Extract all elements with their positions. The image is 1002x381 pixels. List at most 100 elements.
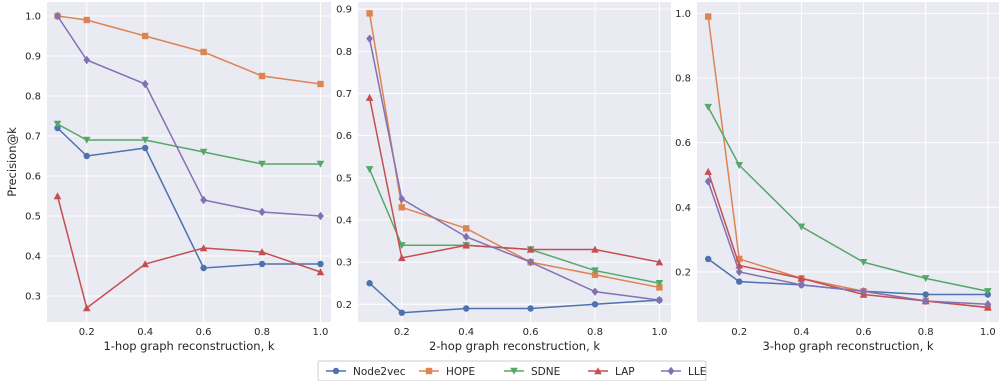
series-line-lap [368, 97, 660, 263]
x-tick-label: 1.0 [313, 327, 329, 338]
data-point-lle [462, 232, 470, 242]
legend-label-node2vec: Node2vec [353, 366, 406, 378]
data-point-lle [54, 11, 61, 21]
data-point-sdne [365, 166, 374, 174]
legend-marker-hope [425, 367, 433, 375]
data-point-hope [656, 284, 663, 291]
plot-area [47, 2, 331, 322]
data-point-sdne [984, 288, 992, 296]
data-point-lap [365, 93, 374, 101]
legend-marker-node2vec [332, 367, 340, 375]
y-tick-label: 0.5 [336, 173, 352, 184]
y-tick-label: 0.4 [25, 252, 41, 263]
y-tick-label: 0.9 [336, 5, 352, 16]
x-tick-label: 0.8 [254, 327, 270, 338]
legend-label-hope: HOPE [446, 366, 475, 378]
data-point-hope [200, 48, 207, 56]
series-line-lle [707, 181, 988, 305]
x-tick-label: 0.8 [587, 327, 603, 338]
series-lle [54, 11, 324, 221]
data-point-lle [922, 296, 930, 306]
data-point-lle [591, 287, 599, 296]
y-tick-label: 0.8 [675, 73, 691, 84]
data-point-lap [82, 304, 91, 312]
series-sdne [704, 103, 992, 296]
data-point-lle [527, 257, 535, 267]
data-point-node2vec [200, 264, 207, 272]
data-point-lap [797, 274, 806, 282]
chart-panel-1: 0.2 0.4 0.6 0.8 1.0 0.3 0.4 0.5 0.6 0.7 0.8 0.9 1.0 1… [5, 2, 331, 353]
data-point-sdne [591, 267, 599, 275]
data-point-node2vec [141, 144, 149, 152]
legend-label-sdne: SDNE [531, 366, 560, 378]
x-tick-label: 1.0 [980, 327, 996, 338]
data-point-node2vec [591, 301, 599, 308]
data-point-lap [316, 268, 325, 276]
y-tick-label: 0.8 [25, 92, 41, 103]
legend-item-lap: LAP [588, 366, 635, 378]
data-point-lle [797, 280, 805, 290]
data-point-lap [199, 244, 208, 252]
data-point-sdne [859, 259, 868, 267]
series-lap [365, 93, 664, 266]
data-point-lle [83, 55, 91, 65]
data-point-sdne [82, 136, 91, 144]
data-point-lle [735, 267, 743, 277]
data-point-lap [704, 167, 712, 175]
y-tick-label: 0.6 [336, 131, 352, 142]
data-point-lap [141, 260, 149, 268]
data-point-hope [398, 204, 405, 211]
data-point-lap [462, 241, 470, 249]
x-tick-label: 0.6 [856, 327, 872, 338]
y-tick-label: 0.7 [25, 132, 41, 143]
data-point-node2vec [462, 305, 470, 312]
data-point-lle [398, 194, 406, 204]
x-axis-label: 3-hop graph reconstruction, k [762, 339, 933, 353]
data-point-lle [656, 295, 663, 305]
data-point-node2vec [527, 305, 534, 312]
data-point-lle [200, 195, 208, 205]
legend: Node2vec HOPE SDNE LAP LLE [317, 360, 707, 381]
x-tick-label: 0.2 [394, 327, 410, 338]
y-tick-label: 0.9 [25, 52, 41, 63]
chart-panel-2: 0.2 0.4 0.6 0.8 1.0 0.2 0.3 0.4 0.5 0.6 0.7 0.8 0.9 2… [336, 2, 671, 353]
legend-marker-lle [667, 366, 675, 376]
series-node2vec [54, 124, 324, 272]
data-point-lle [317, 211, 324, 221]
x-axis-label: 1-hop graph reconstruction, k [103, 339, 274, 353]
data-point-sdne [921, 275, 930, 283]
data-point-lle [258, 207, 266, 217]
y-tick-label: 0.4 [336, 215, 352, 226]
legend-marker-lap [594, 367, 602, 375]
data-point-lap [526, 245, 535, 253]
data-point-hope [704, 13, 712, 20]
x-tick-label: 0.4 [458, 327, 474, 338]
x-tick-label: 0.2 [731, 327, 747, 338]
legend-item-lle: LLE [661, 366, 706, 378]
data-point-sdne [655, 280, 664, 288]
series-line-lle [368, 38, 660, 301]
data-point-node2vec [398, 309, 405, 316]
data-point-hope [83, 16, 90, 24]
data-point-sdne [199, 148, 208, 156]
data-point-lle [860, 287, 867, 296]
legend-item-node2vec: Node2vec [326, 366, 406, 378]
data-point-hope [317, 80, 324, 88]
y-tick-label: 0.8 [336, 47, 352, 58]
x-tick-label: 0.4 [137, 327, 153, 338]
plot-area [358, 2, 671, 322]
plot-area [697, 2, 999, 322]
series-lle [704, 177, 992, 309]
data-point-lle [366, 34, 373, 43]
data-point-lap [397, 254, 406, 262]
data-point-lle [704, 177, 712, 186]
y-tick-label: 0.4 [675, 203, 691, 214]
y-tick-label: 0.5 [25, 212, 41, 223]
legend-item-sdne: SDNE [504, 366, 560, 378]
x-tick-label: 1.0 [651, 327, 667, 338]
legend-label-lap: LAP [615, 366, 635, 378]
series-sdne [53, 120, 325, 168]
series-lle [366, 34, 663, 305]
data-point-lap [258, 248, 266, 256]
